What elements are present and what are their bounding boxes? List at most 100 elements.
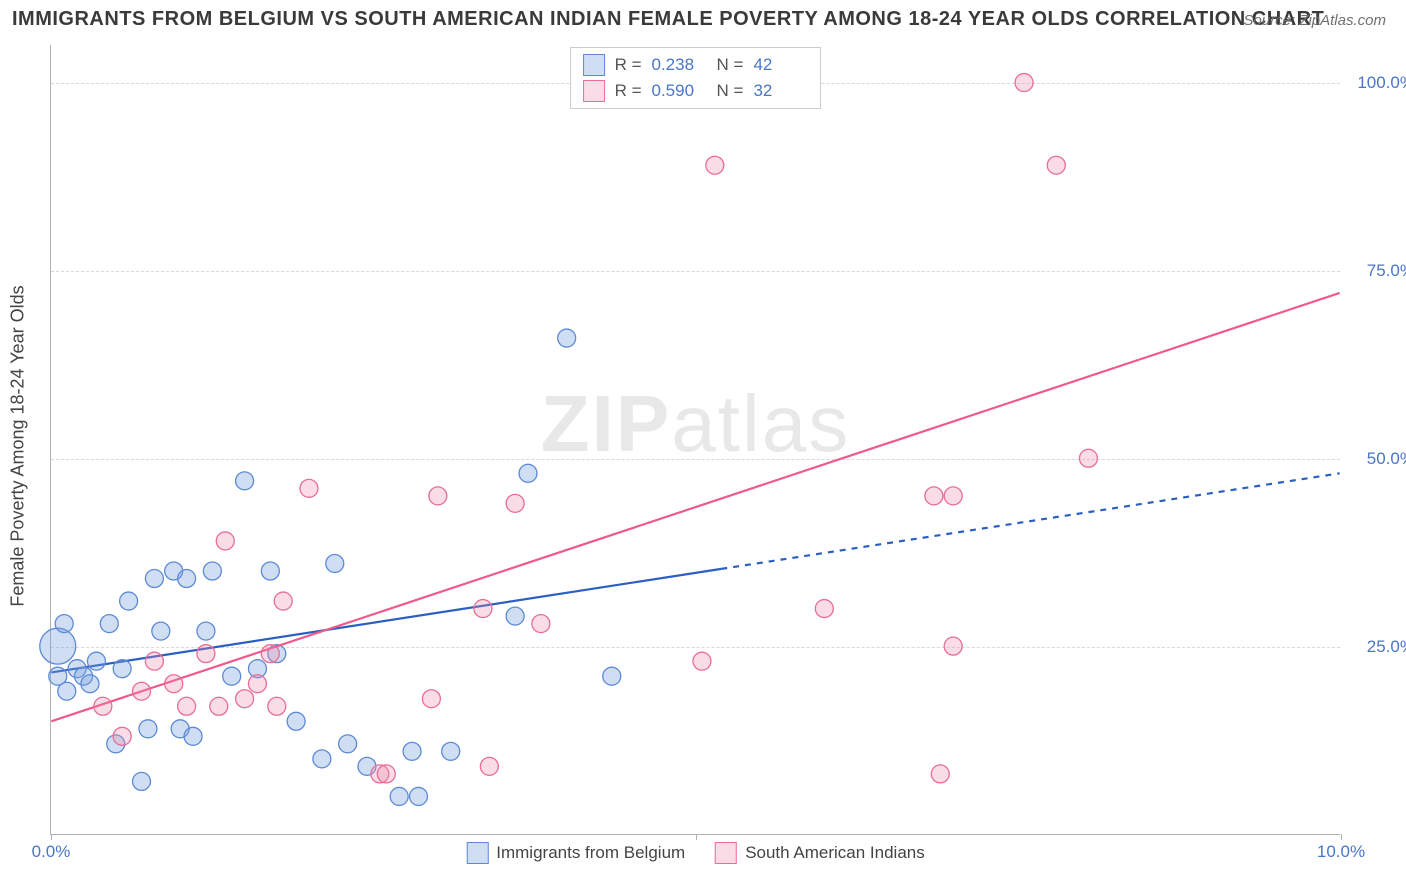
data-point xyxy=(197,622,215,640)
legend-bottom: Immigrants from Belgium South American In… xyxy=(466,842,925,864)
data-point xyxy=(87,652,105,670)
data-point xyxy=(113,660,131,678)
data-point xyxy=(300,479,318,497)
y-tick-label: 75.0% xyxy=(1367,261,1406,281)
chart-container: IMMIGRANTS FROM BELGIUM VS SOUTH AMERICA… xyxy=(0,0,1406,892)
data-point xyxy=(1047,156,1065,174)
data-point xyxy=(287,712,305,730)
data-point xyxy=(442,742,460,760)
source-label: Source: ZipAtlas.com xyxy=(1243,12,1386,29)
legend-n-label: N = xyxy=(717,55,744,75)
data-point xyxy=(100,615,118,633)
legend-swatch xyxy=(466,842,488,864)
legend-bottom-item: South American Indians xyxy=(715,842,925,864)
data-point xyxy=(706,156,724,174)
data-point xyxy=(506,607,524,625)
data-point xyxy=(178,570,196,588)
data-point xyxy=(261,562,279,580)
legend-bottom-label: Immigrants from Belgium xyxy=(496,843,685,863)
legend-n-label: N = xyxy=(717,81,744,101)
y-tick-label: 25.0% xyxy=(1367,637,1406,657)
data-point xyxy=(40,628,76,664)
chart-title: IMMIGRANTS FROM BELGIUM VS SOUTH AMERICA… xyxy=(12,8,1324,31)
data-point xyxy=(410,787,428,805)
legend-r-label: R = xyxy=(615,55,642,75)
legend-top-row: R = 0.590 N = 32 xyxy=(583,78,809,104)
data-point xyxy=(139,720,157,738)
data-point xyxy=(133,682,151,700)
data-point xyxy=(113,727,131,745)
data-point xyxy=(197,645,215,663)
data-point xyxy=(390,787,408,805)
y-tick-label: 50.0% xyxy=(1367,449,1406,469)
data-point xyxy=(377,765,395,783)
data-point xyxy=(203,562,221,580)
data-point xyxy=(339,735,357,753)
data-point xyxy=(1079,449,1097,467)
plot-area: ZIPatlas 25.0%50.0%75.0%100.0% 0.0%10.0%… xyxy=(50,45,1340,835)
data-point xyxy=(274,592,292,610)
x-tick-mark xyxy=(696,834,697,840)
x-tick-label: 10.0% xyxy=(1317,842,1365,862)
legend-swatch xyxy=(715,842,737,864)
data-point xyxy=(506,494,524,512)
data-point xyxy=(326,554,344,572)
y-tick-label: 100.0% xyxy=(1357,73,1406,93)
data-point xyxy=(210,697,228,715)
data-point xyxy=(165,675,183,693)
data-point xyxy=(55,615,73,633)
chart-svg xyxy=(51,45,1340,834)
legend-top-row: R = 0.238 N = 42 xyxy=(583,52,809,78)
x-tick-mark xyxy=(51,834,52,840)
legend-r-value: 0.238 xyxy=(652,55,707,75)
legend-n-value: 42 xyxy=(753,55,808,75)
data-point xyxy=(429,487,447,505)
x-tick-label: 0.0% xyxy=(32,842,71,862)
legend-swatch xyxy=(583,54,605,76)
data-point xyxy=(422,690,440,708)
legend-r-value: 0.590 xyxy=(652,81,707,101)
data-point xyxy=(603,667,621,685)
data-point xyxy=(925,487,943,505)
data-point xyxy=(184,727,202,745)
legend-top: R = 0.238 N = 42 R = 0.590 N = 32 xyxy=(570,47,822,109)
data-point xyxy=(558,329,576,347)
data-point xyxy=(1015,74,1033,92)
data-point xyxy=(931,765,949,783)
data-point xyxy=(480,757,498,775)
legend-bottom-item: Immigrants from Belgium xyxy=(466,842,685,864)
data-point xyxy=(216,532,234,550)
data-point xyxy=(236,472,254,490)
data-point xyxy=(236,690,254,708)
data-point xyxy=(815,600,833,618)
data-point xyxy=(145,652,163,670)
data-point xyxy=(474,600,492,618)
data-point xyxy=(133,772,151,790)
data-point xyxy=(261,645,279,663)
data-point xyxy=(81,675,99,693)
legend-r-label: R = xyxy=(615,81,642,101)
data-point xyxy=(120,592,138,610)
legend-bottom-label: South American Indians xyxy=(745,843,925,863)
data-point xyxy=(223,667,241,685)
data-point xyxy=(313,750,331,768)
data-point xyxy=(145,570,163,588)
legend-swatch xyxy=(583,80,605,102)
x-tick-mark xyxy=(1341,834,1342,840)
data-point xyxy=(693,652,711,670)
data-point xyxy=(152,622,170,640)
data-point xyxy=(403,742,421,760)
y-axis-label: Female Poverty Among 18-24 Year Olds xyxy=(8,285,29,606)
source-site: ZipAtlas.com xyxy=(1299,12,1386,29)
legend-n-value: 32 xyxy=(753,81,808,101)
data-point xyxy=(58,682,76,700)
regression-line-dashed xyxy=(721,473,1339,569)
data-point xyxy=(519,464,537,482)
data-point xyxy=(944,487,962,505)
data-point xyxy=(178,697,196,715)
data-point xyxy=(944,637,962,655)
data-point xyxy=(248,675,266,693)
data-point xyxy=(94,697,112,715)
source-prefix: Source: xyxy=(1243,12,1299,29)
data-point xyxy=(532,615,550,633)
